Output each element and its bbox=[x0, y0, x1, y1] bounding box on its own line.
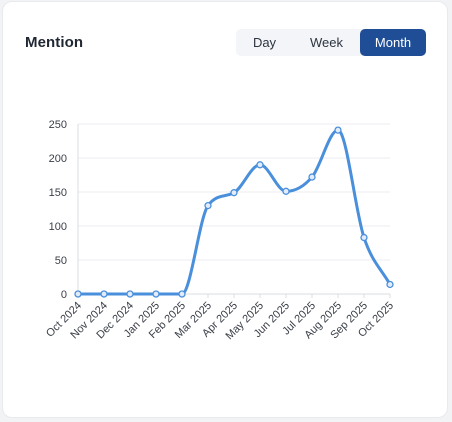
period-month-button[interactable]: Month bbox=[360, 29, 426, 56]
data-point[interactable] bbox=[256, 161, 264, 169]
data-point[interactable] bbox=[152, 290, 160, 298]
chart-axes bbox=[77, 124, 391, 298]
mention-series-line bbox=[76, 128, 392, 296]
data-point[interactable] bbox=[282, 187, 290, 195]
chart-y-ticks: 0 50 100 150 200 250 bbox=[49, 119, 67, 301]
card-title: Mention bbox=[25, 34, 84, 51]
data-point[interactable] bbox=[204, 201, 212, 210]
y-tick-label: 200 bbox=[49, 153, 67, 165]
data-point[interactable] bbox=[308, 173, 316, 181]
y-tick-label: 0 bbox=[61, 289, 67, 301]
data-point[interactable] bbox=[126, 290, 134, 298]
y-tick-label: 100 bbox=[49, 221, 67, 233]
data-point[interactable] bbox=[386, 280, 394, 289]
chart-points bbox=[74, 126, 394, 298]
y-tick-label: 50 bbox=[55, 255, 67, 267]
data-point[interactable] bbox=[74, 290, 82, 298]
y-tick-label: 250 bbox=[49, 119, 67, 131]
data-point[interactable] bbox=[178, 290, 186, 298]
mention-card: Mention Day Week Month bbox=[2, 1, 448, 418]
period-day-button[interactable]: Day bbox=[236, 29, 293, 56]
data-point[interactable] bbox=[360, 233, 368, 242]
data-point[interactable] bbox=[100, 290, 108, 298]
y-tick-label: 150 bbox=[49, 187, 67, 199]
period-week-button[interactable]: Week bbox=[293, 29, 360, 56]
data-point[interactable] bbox=[230, 189, 238, 197]
chart-series bbox=[76, 128, 392, 296]
period-toggle: Day Week Month bbox=[236, 29, 426, 56]
data-point[interactable] bbox=[334, 126, 342, 134]
